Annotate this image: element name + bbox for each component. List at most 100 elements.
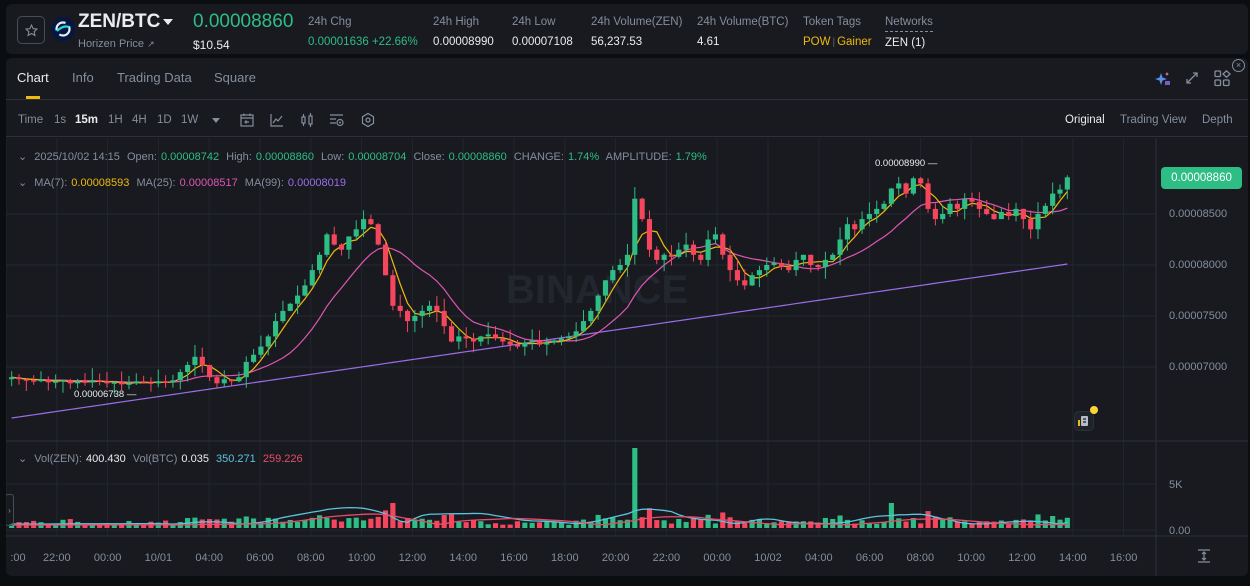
notification-dot bbox=[1090, 406, 1098, 414]
coin-price-link[interactable]: Horizen Price ↗ bbox=[78, 38, 155, 50]
order-book-toggle-button[interactable] bbox=[1074, 411, 1094, 431]
favorite-button[interactable] bbox=[17, 16, 45, 44]
tab-chart[interactable]: Chart bbox=[17, 70, 49, 85]
ai-sparkle-icon[interactable] bbox=[1154, 70, 1172, 88]
x-axis-label: 22:00 bbox=[652, 552, 681, 564]
active-tab-indicator bbox=[26, 96, 40, 99]
chart-area[interactable]: BINANCE ⌄ 2025/10/02 14:15 Open: 0.000087… bbox=[6, 138, 1248, 576]
high-annotation-value: 0.00008990 bbox=[875, 158, 926, 169]
more-intervals-dropdown-icon[interactable] bbox=[212, 118, 220, 123]
x-axis-label: 14:00 bbox=[1059, 552, 1087, 564]
change-value: 1.74% bbox=[567, 151, 600, 163]
vol-ma1-value: 350.271 bbox=[216, 453, 256, 465]
view-depth[interactable]: Depth bbox=[1202, 114, 1233, 126]
stat-label: 24h Volume(BTC) bbox=[697, 16, 789, 28]
horizen-logo bbox=[51, 17, 75, 41]
x-axis-label: 08:00 bbox=[906, 552, 935, 564]
vol-btc-label: Vol(BTC) bbox=[132, 453, 178, 465]
x-axis-label: 04:00 bbox=[195, 552, 223, 564]
x-axis-label: :00 bbox=[10, 552, 26, 564]
last-price: 0.00008860 bbox=[193, 11, 294, 32]
low-annotation: 0.00006738 — bbox=[74, 389, 137, 400]
x-axis-label: 06:00 bbox=[855, 552, 884, 564]
interval-1w[interactable]: 1W bbox=[181, 114, 199, 126]
close-label: Close: bbox=[413, 151, 445, 163]
x-axis-label: 20:00 bbox=[601, 552, 630, 564]
low-label: Low: bbox=[321, 151, 345, 163]
horizen-logo-icon bbox=[55, 21, 71, 37]
x-axis-label: 12:00 bbox=[1008, 552, 1036, 564]
view-trading-view[interactable]: Trading View bbox=[1120, 114, 1187, 126]
x-axis-label: 10/01 bbox=[144, 552, 173, 564]
x-axis-label: 16:00 bbox=[500, 552, 528, 564]
interval-1d[interactable]: 1D bbox=[157, 114, 172, 126]
stat-value: 4.61 bbox=[697, 36, 720, 48]
close-panel-icon[interactable]: × bbox=[1232, 59, 1245, 72]
stat-24h-high: 24h High 0.00008990 bbox=[433, 16, 494, 48]
order-book-icon bbox=[1078, 416, 1088, 426]
x-axis-label: 10/02 bbox=[754, 552, 782, 564]
candle-datetime: 2025/10/02 14:15 bbox=[34, 151, 120, 163]
high-annotation: 0.00008990 — bbox=[875, 158, 938, 169]
tag-gainer[interactable]: Gainer bbox=[837, 36, 872, 48]
ohlc-legend: ⌄ 2025/10/02 14:15 Open: 0.00008742 High:… bbox=[18, 150, 711, 163]
y-axis-label: 0.00008000 bbox=[1169, 259, 1228, 271]
collapse-chevron-icon[interactable]: ⌄ bbox=[18, 151, 28, 163]
expand-sidebar-button[interactable]: › bbox=[6, 494, 14, 526]
token-tags: Token Tags POW | Gainer bbox=[803, 16, 872, 48]
vol-axis-label: 5K bbox=[1169, 479, 1183, 491]
x-axis-label: 18:00 bbox=[551, 552, 579, 564]
vol-btc-value: 0.035 bbox=[181, 453, 209, 465]
pair-dropdown-icon[interactable] bbox=[163, 19, 173, 25]
chart-settings-list-icon[interactable] bbox=[329, 112, 345, 128]
expand-icon[interactable] bbox=[1184, 70, 1200, 86]
y-axis-label: 0.00008500 bbox=[1169, 208, 1228, 220]
stat-24h-volume-btc: 24h Volume(BTC) 4.61 bbox=[697, 16, 788, 48]
tab-info[interactable]: Info bbox=[72, 70, 94, 85]
collapse-chevron-icon[interactable]: ⌄ bbox=[18, 453, 28, 465]
x-axis-label: 04:00 bbox=[805, 552, 833, 564]
amplitude-label: AMPLITUDE: bbox=[605, 151, 672, 163]
interval-1h[interactable]: 1H bbox=[108, 114, 123, 126]
ma7-value: 0.00008593 bbox=[71, 177, 130, 189]
x-axis-label: 10:00 bbox=[347, 552, 376, 564]
x-axis-label: 00:00 bbox=[93, 552, 122, 564]
vol-zen-label: Vol(ZEN): bbox=[34, 453, 82, 465]
candlestick-chart[interactable]: BINANCE bbox=[6, 138, 1248, 576]
stat-value: 56,237.53 bbox=[591, 36, 643, 48]
vol-zen-value: 400.430 bbox=[85, 453, 126, 465]
high-value: 0.00008860 bbox=[255, 151, 314, 163]
tag-pow[interactable]: POW bbox=[803, 36, 831, 48]
candle-type-icon[interactable] bbox=[299, 112, 315, 128]
ma99-value: 0.00008019 bbox=[287, 177, 347, 189]
change-label: CHANGE: bbox=[513, 151, 564, 163]
interval-15m[interactable]: 15m bbox=[75, 114, 99, 126]
pair-name[interactable]: ZEN/BTC bbox=[78, 11, 161, 32]
interval-4h[interactable]: 4H bbox=[132, 114, 147, 126]
collapse-chevron-icon[interactable]: ⌄ bbox=[18, 177, 28, 189]
y-axis-label: 0.00007500 bbox=[1169, 310, 1228, 322]
tab-square[interactable]: Square bbox=[214, 70, 256, 85]
view-original[interactable]: Original bbox=[1065, 114, 1105, 126]
vol-ma2-value: 259.226 bbox=[262, 453, 303, 465]
vol-axis-label: 0.00 bbox=[1169, 525, 1191, 537]
stat-label: 24h Volume(ZEN) bbox=[591, 16, 683, 28]
indicator-chart-icon[interactable] bbox=[269, 112, 285, 128]
stat-24h-low: 24h Low 0.00007108 bbox=[512, 16, 573, 48]
external-link-icon: ↗ bbox=[147, 39, 155, 49]
stat-value: 0.00001636 +22.66% bbox=[308, 36, 418, 48]
fit-scale-icon[interactable] bbox=[1196, 548, 1212, 564]
hexagon-settings-icon[interactable] bbox=[360, 112, 376, 128]
tag-separator: | bbox=[832, 37, 836, 48]
interval-1s[interactable]: 1s bbox=[54, 114, 67, 126]
layout-grid-icon[interactable] bbox=[1214, 70, 1231, 87]
networks: Networks ZEN (1) bbox=[885, 16, 933, 49]
ma25-value: 0.00008517 bbox=[179, 177, 238, 189]
calendar-goto-icon[interactable] bbox=[239, 112, 255, 128]
ticker-bar: ZEN/BTC Horizen Price ↗ 0.00008860 $10.5… bbox=[6, 4, 1248, 54]
stat-label: 24h Chg bbox=[308, 16, 352, 28]
x-axis-label: 22:00 bbox=[43, 552, 71, 564]
time-label: Time bbox=[18, 114, 44, 126]
tab-trading-data[interactable]: Trading Data bbox=[117, 70, 192, 85]
networks-value[interactable]: ZEN (1) bbox=[885, 37, 926, 49]
